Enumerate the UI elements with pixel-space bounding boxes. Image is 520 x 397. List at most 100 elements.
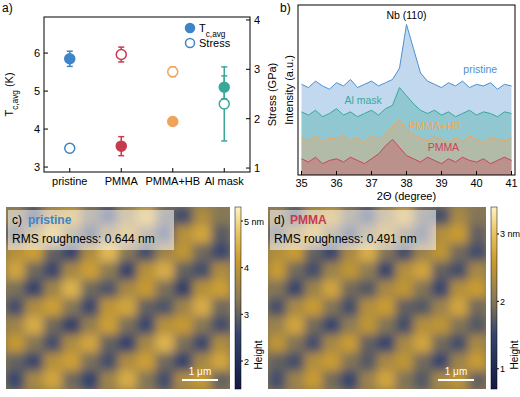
cell	[81, 334, 100, 353]
scale-label: 1 μm	[445, 366, 467, 377]
line	[302, 139, 512, 163]
point	[219, 99, 229, 109]
cell	[268, 334, 287, 353]
cell	[155, 316, 174, 335]
tick	[441, 171, 442, 175]
category-label: PMMA+HB	[145, 175, 200, 187]
cell	[377, 280, 396, 299]
tick-label: 2	[500, 297, 505, 307]
cell	[25, 280, 44, 299]
cell	[174, 298, 193, 317]
cell	[268, 262, 287, 281]
cell	[468, 225, 486, 244]
cell	[43, 353, 62, 372]
tick	[241, 267, 243, 268]
axis-title: 2Θ (degree)	[377, 190, 436, 202]
tick-label: 37	[365, 177, 377, 189]
tick	[406, 171, 407, 175]
cell	[341, 371, 360, 389]
tick-label: 5	[34, 85, 40, 97]
tick	[246, 19, 250, 20]
cell	[323, 334, 342, 353]
cell	[359, 262, 378, 281]
cell	[341, 334, 360, 353]
cell	[341, 298, 360, 317]
cell	[193, 334, 212, 353]
cell	[377, 334, 396, 353]
tick-label: 4	[254, 14, 260, 26]
plot-frame	[298, 5, 515, 175]
tick-label: 5 nm	[244, 217, 264, 227]
cell	[450, 207, 469, 226]
cell	[286, 334, 305, 353]
label-subscript: c,avg	[11, 90, 20, 110]
cell	[304, 316, 323, 335]
cell	[174, 207, 193, 226]
cell	[359, 334, 378, 353]
cell	[118, 280, 137, 299]
tick	[224, 168, 225, 172]
tick	[44, 91, 48, 92]
cell	[450, 334, 469, 353]
marks	[65, 47, 230, 156]
tick	[241, 221, 243, 222]
cell	[341, 280, 360, 299]
cell	[450, 225, 469, 244]
cell	[432, 280, 451, 299]
cell	[395, 334, 414, 353]
cell	[62, 316, 81, 335]
cell	[155, 371, 174, 389]
cell	[25, 371, 44, 389]
cell	[6, 298, 25, 317]
tick	[172, 168, 173, 172]
cell	[286, 280, 305, 299]
cell	[174, 243, 193, 262]
cell	[304, 298, 323, 317]
cell	[155, 298, 174, 317]
cell	[193, 262, 212, 281]
tick-label: 36	[330, 177, 342, 189]
cell	[118, 371, 137, 389]
cell	[395, 298, 414, 317]
cell	[6, 334, 25, 353]
cell	[137, 334, 156, 353]
cell	[432, 334, 451, 353]
tick	[371, 171, 372, 175]
cell	[155, 334, 174, 353]
cell	[450, 280, 469, 299]
tick	[241, 361, 243, 362]
cell	[25, 262, 44, 281]
cell	[211, 243, 230, 262]
cell	[193, 298, 212, 317]
cell	[99, 298, 118, 317]
tick	[44, 53, 48, 54]
tick-label: 4	[34, 123, 40, 135]
area	[302, 120, 512, 175]
tick-label: 41	[505, 177, 517, 189]
tick	[336, 171, 337, 175]
annotation: RMS roughness: 0.491 nm	[274, 232, 417, 246]
cell	[359, 298, 378, 317]
tick	[246, 118, 250, 119]
panel-label: d)	[274, 213, 285, 227]
cell	[323, 353, 342, 372]
category-label: Al mask	[205, 175, 245, 187]
image-background	[6, 207, 230, 389]
cell	[99, 280, 118, 299]
tick-label: 3	[34, 161, 40, 173]
cell	[155, 280, 174, 299]
cell	[211, 353, 230, 372]
category-label: pristine	[52, 175, 87, 187]
cell	[118, 334, 137, 353]
annotation: RMS roughness: 0.644 nm	[12, 232, 155, 246]
scale-bar	[438, 379, 474, 381]
cell	[359, 371, 378, 389]
sample-label: PMMA	[290, 213, 327, 227]
line	[302, 120, 512, 143]
label-part: (K)	[3, 72, 15, 90]
legend-marker	[186, 24, 195, 33]
cell	[268, 371, 287, 389]
tick-label: 3 nm	[500, 229, 520, 239]
page: {"chart_data": [ {"type": "scatter", "ti…	[0, 0, 520, 397]
cell	[268, 280, 287, 299]
